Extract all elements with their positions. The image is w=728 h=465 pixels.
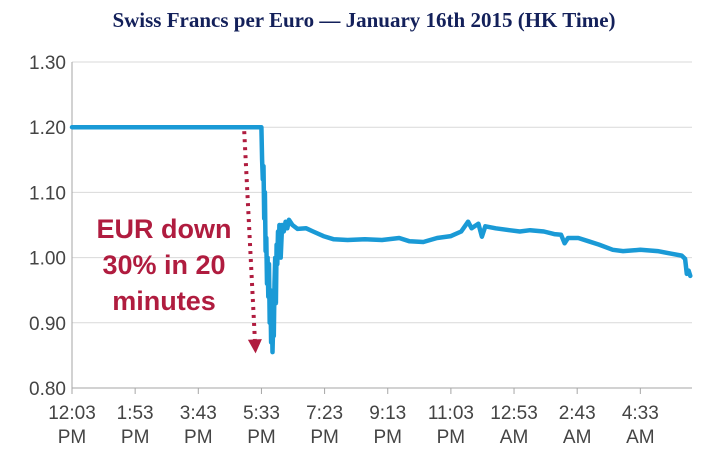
x-tick-label: 4:33 AM (622, 403, 659, 448)
x-tick-label: 1:53 PM (117, 403, 154, 448)
annotation-text-line: minutes (112, 286, 216, 316)
x-tick-label: 11:03 PM (428, 403, 474, 448)
y-axis: 0.80 0.90 1.00 1.10 1.20 1.30 (29, 53, 73, 400)
chart-title: Swiss Francs per Euro — January 16th 201… (112, 8, 616, 32)
x-tick-label: 12:53 AM (490, 403, 538, 448)
y-tick-label: 1.20 (29, 118, 66, 139)
y-tick-label: 1.30 (29, 53, 66, 74)
annotation-text-line: 30% in 20 (102, 250, 225, 280)
annotation-arrow-head (247, 339, 262, 354)
series-line-0 (69, 124, 693, 355)
x-tick-label: 5:33 PM (243, 403, 280, 448)
y-tick-label: 0.90 (29, 314, 66, 335)
annotation-arrow-shaft (242, 131, 257, 340)
x-tick-label: 7:23 PM (306, 403, 343, 448)
x-tick-label: 9:13 PM (369, 403, 406, 448)
y-tick-label: 0.80 (29, 379, 66, 400)
y-tick-label: 1.10 (29, 183, 66, 204)
x-tick-label: 2:43 AM (559, 403, 596, 448)
x-axis: 12:03 PM 1:53 PM 3:43 PM 5:33 PM 7:23 PM 9:13 PM 11:… (48, 387, 692, 448)
x-tick-label: 12:03 PM (48, 403, 96, 448)
annotation-text-line: EUR down (97, 214, 232, 244)
y-tick-label: 1.00 (29, 249, 66, 270)
series-group (69, 124, 693, 355)
annotation: EUR down 30% in 20 minutes (97, 131, 262, 354)
x-tick-label: 3:43 PM (180, 403, 217, 448)
